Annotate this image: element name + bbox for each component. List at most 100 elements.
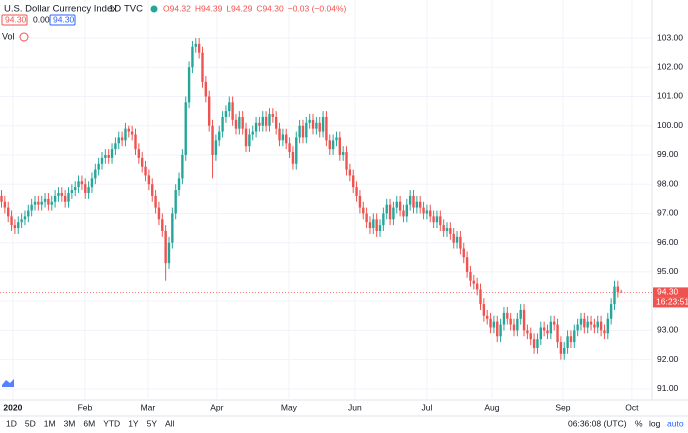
candle-body	[274, 116, 278, 129]
candle-body	[392, 207, 395, 220]
candle-body	[482, 304, 486, 316]
range-button[interactable]: 1M	[44, 418, 56, 428]
candle-body	[80, 181, 84, 185]
range-button[interactable]: 6M	[83, 418, 95, 428]
candle-body	[228, 102, 231, 112]
candle-body	[251, 131, 254, 135]
candle-body	[7, 207, 10, 217]
candle-body	[127, 128, 130, 132]
range-button[interactable]: 5Y	[147, 418, 158, 428]
candle-body	[603, 330, 606, 334]
candle-body	[435, 216, 439, 223]
candle-body	[147, 175, 151, 185]
candle-body	[167, 242, 171, 264]
y-tick-label: 96.00	[657, 237, 679, 247]
candle-body	[589, 321, 593, 325]
candle-body	[425, 210, 429, 214]
candle-body	[201, 52, 204, 82]
candle-body	[100, 157, 104, 164]
candle-body	[398, 201, 402, 211]
candle-body	[539, 327, 542, 340]
candle-body	[583, 318, 586, 328]
candle-body	[271, 114, 275, 117]
candle-body	[606, 318, 609, 334]
candle-body	[485, 315, 489, 319]
price-badge-label: 94.30	[5, 14, 27, 24]
auto-button[interactable]: auto	[667, 418, 684, 428]
candle-body	[204, 81, 208, 97]
candle-body	[53, 195, 57, 202]
candle-body	[395, 201, 398, 208]
candle-body	[362, 207, 365, 214]
candle-body	[194, 43, 197, 47]
candle-body	[325, 116, 328, 141]
candle-body	[378, 225, 382, 231]
range-button[interactable]: All	[165, 418, 175, 428]
candle-body	[120, 137, 124, 141]
candle-body	[479, 289, 482, 305]
candle-body	[573, 330, 576, 343]
candle-body	[532, 339, 536, 348]
y-tick-label: 102.00	[657, 62, 683, 72]
candle-body	[154, 195, 157, 208]
candle-body	[124, 128, 127, 141]
candle-body	[586, 321, 589, 328]
candle-body	[43, 198, 47, 202]
ohlc-value: −0.03 (−0.04%)	[288, 3, 347, 13]
range-button[interactable]: 5D	[25, 418, 36, 428]
candle-body	[77, 181, 80, 188]
candle-body	[569, 336, 573, 343]
y-tick-label: 98.00	[657, 178, 679, 188]
warning-icon[interactable]	[19, 32, 29, 42]
candle-body	[419, 201, 422, 208]
candle-body	[365, 213, 368, 223]
candle-body	[218, 131, 221, 141]
candle-body	[73, 187, 77, 191]
candle-body	[358, 195, 362, 208]
candle-body	[288, 143, 291, 153]
candle-body	[140, 157, 144, 167]
candle-body	[496, 321, 499, 337]
candle-body	[221, 116, 224, 132]
candle-body	[211, 125, 214, 155]
range-button[interactable]: 1Y	[128, 418, 139, 428]
y-tick-label: 93.00	[657, 325, 679, 335]
range-button[interactable]: 1D	[6, 418, 17, 428]
candle-body	[114, 143, 117, 150]
range-button[interactable]: 3M	[64, 418, 76, 428]
candle-body	[187, 67, 191, 103]
source: TVC	[124, 4, 143, 15]
candle-body	[516, 318, 519, 331]
candle-body	[130, 131, 134, 135]
candle-body	[197, 43, 201, 53]
candle-body	[134, 134, 137, 150]
interval[interactable]: 1D	[109, 4, 121, 15]
candle-body	[432, 216, 435, 223]
candle-body	[177, 178, 181, 191]
last-price-label: 94.30	[657, 287, 679, 297]
candle-body	[566, 336, 569, 348]
ohlc-value: O94.32	[163, 3, 191, 13]
candle-body	[368, 222, 372, 229]
logo[interactable]	[2, 379, 14, 387]
x-tick-label: Feb	[78, 402, 93, 412]
candle-body	[161, 219, 164, 231]
candle-body	[499, 324, 502, 337]
candle-body	[70, 190, 74, 193]
candle-body	[529, 333, 532, 340]
candle-body	[328, 140, 331, 150]
percent-button[interactable]: %	[635, 418, 643, 428]
candle-body	[449, 228, 452, 234]
x-tick-label: Apr	[210, 402, 223, 412]
range-button[interactable]: YTD	[103, 418, 120, 428]
y-tick-label: 100.00	[657, 120, 683, 130]
candle-body	[549, 321, 553, 334]
log-button[interactable]: log	[649, 418, 661, 428]
price-badge	[1, 14, 28, 26]
chart-title: U.S. Dollar Currency Index	[4, 4, 117, 15]
candle-body	[0, 195, 3, 202]
candle-body	[616, 286, 620, 292]
candle-body	[506, 312, 509, 319]
